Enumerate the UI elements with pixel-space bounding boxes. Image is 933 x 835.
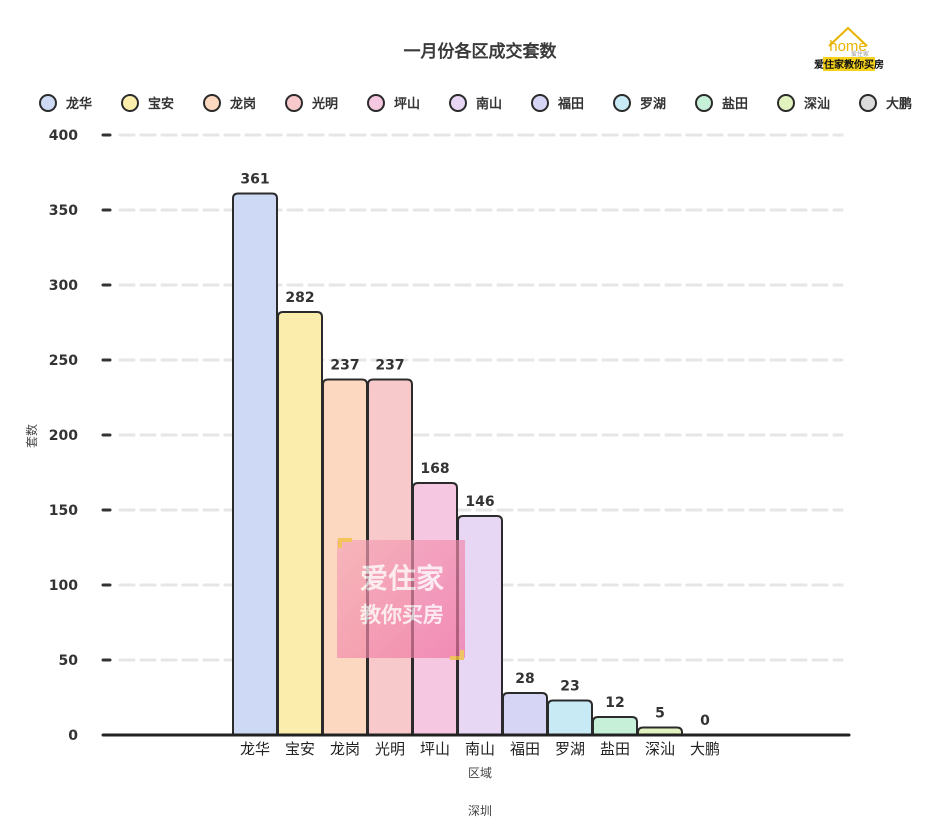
legend-label: 盐田 [722, 96, 748, 112]
x-tick-label: 龙华 [240, 740, 270, 758]
x-tick-label: 大鹏 [690, 740, 720, 758]
bar [457, 515, 503, 735]
data-label: 237 [330, 358, 359, 374]
y-tick-label: 300 [49, 278, 78, 294]
legend-marker [285, 94, 303, 112]
data-label: 282 [285, 290, 314, 306]
y-tick-label: 50 [59, 653, 79, 669]
logo-tagline: 爱住家 [851, 50, 869, 58]
x-tick-label: 坪山 [420, 740, 450, 758]
bar [232, 192, 278, 735]
logo-word: home [829, 38, 867, 55]
bar [502, 692, 548, 735]
x-tick-label: 深汕 [645, 740, 675, 758]
data-label: 146 [465, 494, 494, 510]
bar [637, 726, 683, 735]
legend-marker [613, 94, 631, 112]
data-label: 12 [605, 695, 624, 711]
legend-marker [39, 94, 57, 112]
legend-label: 罗湖 [640, 97, 666, 112]
legend-marker [531, 94, 549, 112]
legend-marker [203, 94, 221, 112]
x-tick-label: 光明 [375, 740, 405, 758]
legend-marker [121, 94, 139, 112]
x-axis-label: 区域 [468, 766, 492, 780]
legend: 龙华 宝安 龙岗 光明 坪山 南山 福田 罗湖 盐田 深汕 大鹏 [39, 94, 912, 112]
data-label: 28 [515, 671, 534, 687]
x-tick-label: 南山 [465, 740, 495, 758]
logo-slogan: 爱住家教你买房 [814, 58, 884, 71]
chart-title: 一月份各区成交套数 [404, 41, 558, 62]
legend-marker [777, 94, 795, 112]
legend-label: 福田 [557, 96, 584, 112]
y-axis-label: 套数 [24, 424, 39, 448]
y-tick-label: 150 [49, 503, 78, 519]
data-label: 237 [375, 358, 404, 374]
legend-marker [367, 94, 385, 112]
legend-label: 龙华 [66, 96, 92, 112]
bar [277, 311, 323, 735]
y-tick-label: 400 [49, 128, 78, 144]
data-label: 168 [420, 461, 449, 477]
data-label: 5 [655, 706, 665, 722]
watermark: 爱住家 教你买房 [337, 538, 465, 660]
legend-label: 光明 [311, 96, 338, 112]
legend-label: 龙岗 [230, 96, 256, 112]
legend-label: 坪山 [394, 96, 420, 112]
brand-logo: home 爱住家 爱住家教你买房 [814, 26, 884, 71]
data-label: 0 [700, 713, 710, 729]
footer-label: 深圳 [468, 804, 492, 818]
y-tick-label: 250 [49, 353, 78, 369]
x-tick-label: 盐田 [600, 740, 630, 758]
data-label: 23 [560, 679, 579, 695]
legend-label: 南山 [476, 96, 502, 112]
bar [592, 716, 638, 735]
legend-marker [695, 94, 713, 112]
x-tick-label: 福田 [510, 740, 540, 758]
watermark-line1: 爱住家 [360, 562, 444, 595]
data-label: 361 [240, 172, 269, 188]
x-tick-label: 宝安 [285, 740, 315, 758]
x-axis-ticks: 龙华 宝安 龙岗 光明 坪山 南山 福田 罗湖 盐田 深汕 大鹏 [240, 740, 720, 758]
legend-label: 深汕 [804, 96, 830, 112]
x-tick-label: 龙岗 [330, 740, 360, 758]
legend-marker [859, 94, 877, 112]
x-tick-label: 罗湖 [555, 740, 585, 758]
legend-label: 宝安 [148, 96, 174, 112]
y-tick-label: 350 [49, 203, 78, 219]
y-tick-label: 100 [49, 578, 78, 594]
legend-marker [449, 94, 467, 112]
y-tick-label: 200 [49, 428, 78, 444]
legend-label: 大鹏 [886, 96, 912, 112]
y-tick-label: 0 [68, 728, 78, 744]
data-labels: 361 282 237 237 168 146 28 23 12 5 0 [240, 172, 710, 730]
bar [547, 699, 593, 735]
y-axis-ticks: 0 50 100 150 200 250 300 350 400 [49, 128, 112, 744]
watermark-line2: 教你买房 [360, 603, 444, 627]
